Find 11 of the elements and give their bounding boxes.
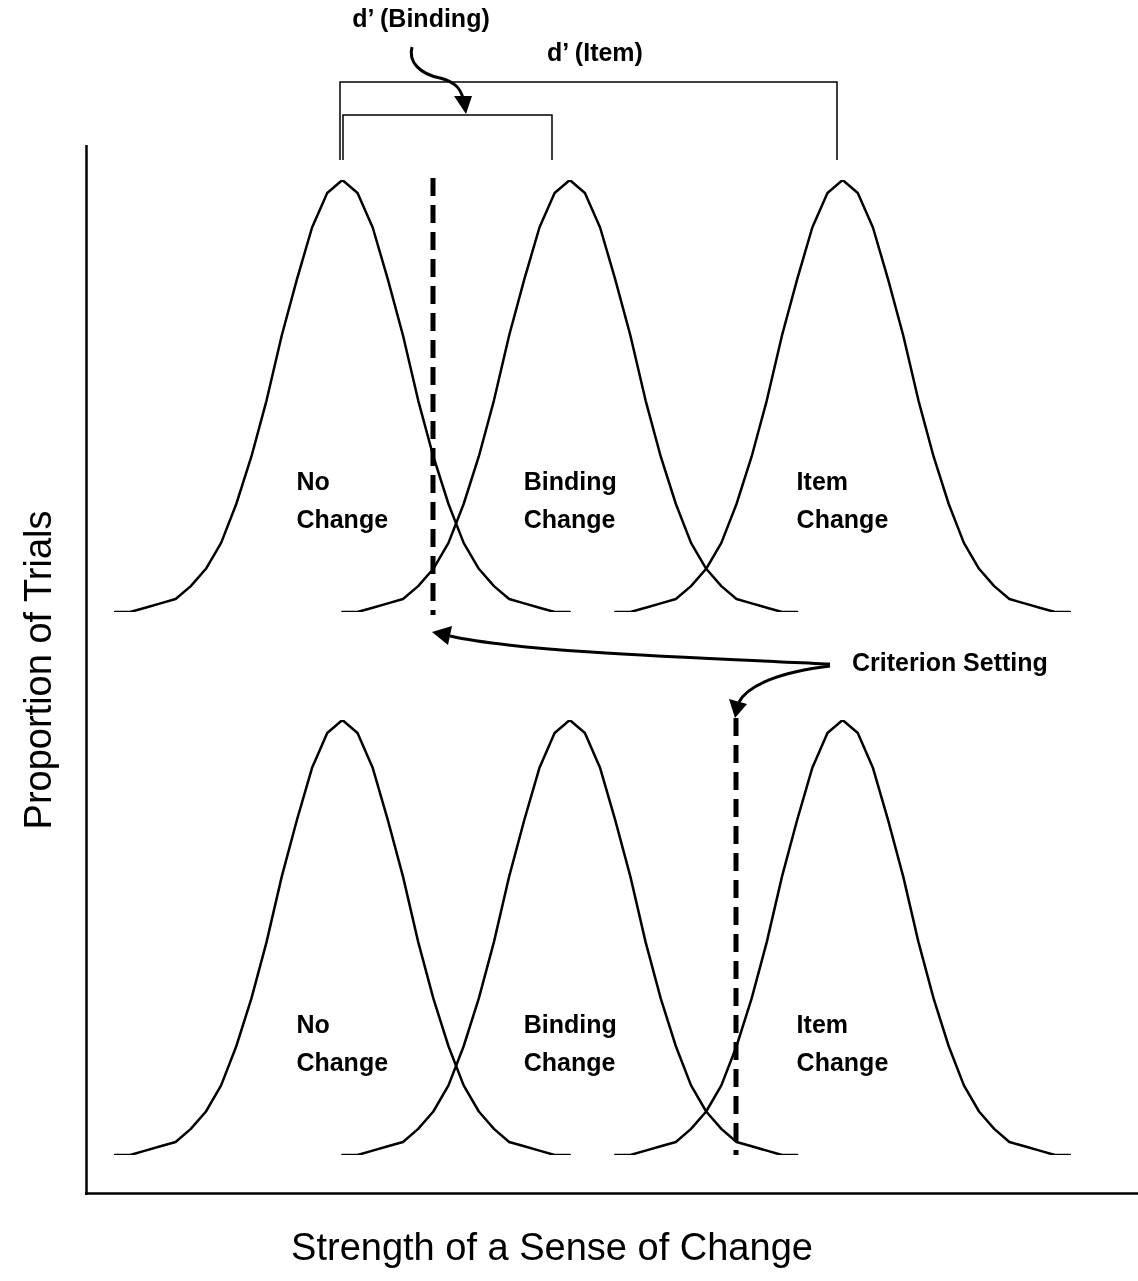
- series-label: No Change: [296, 1010, 389, 1076]
- text: d’ (Item): [547, 38, 643, 67]
- x-axis-title: Strength of a Sense of Change: [291, 1226, 813, 1269]
- series-label: Binding Change: [523, 1010, 617, 1076]
- series-label: Binding Change: [523, 467, 617, 533]
- series-label: No Change: [296, 467, 389, 533]
- series-label: Item Change: [796, 1010, 889, 1076]
- series-label: Item Change: [796, 467, 889, 533]
- text: Criterion Setting: [852, 648, 1048, 677]
- y-axis-title: Proportion of Trials: [16, 510, 60, 830]
- text: d’ (Binding): [352, 4, 490, 33]
